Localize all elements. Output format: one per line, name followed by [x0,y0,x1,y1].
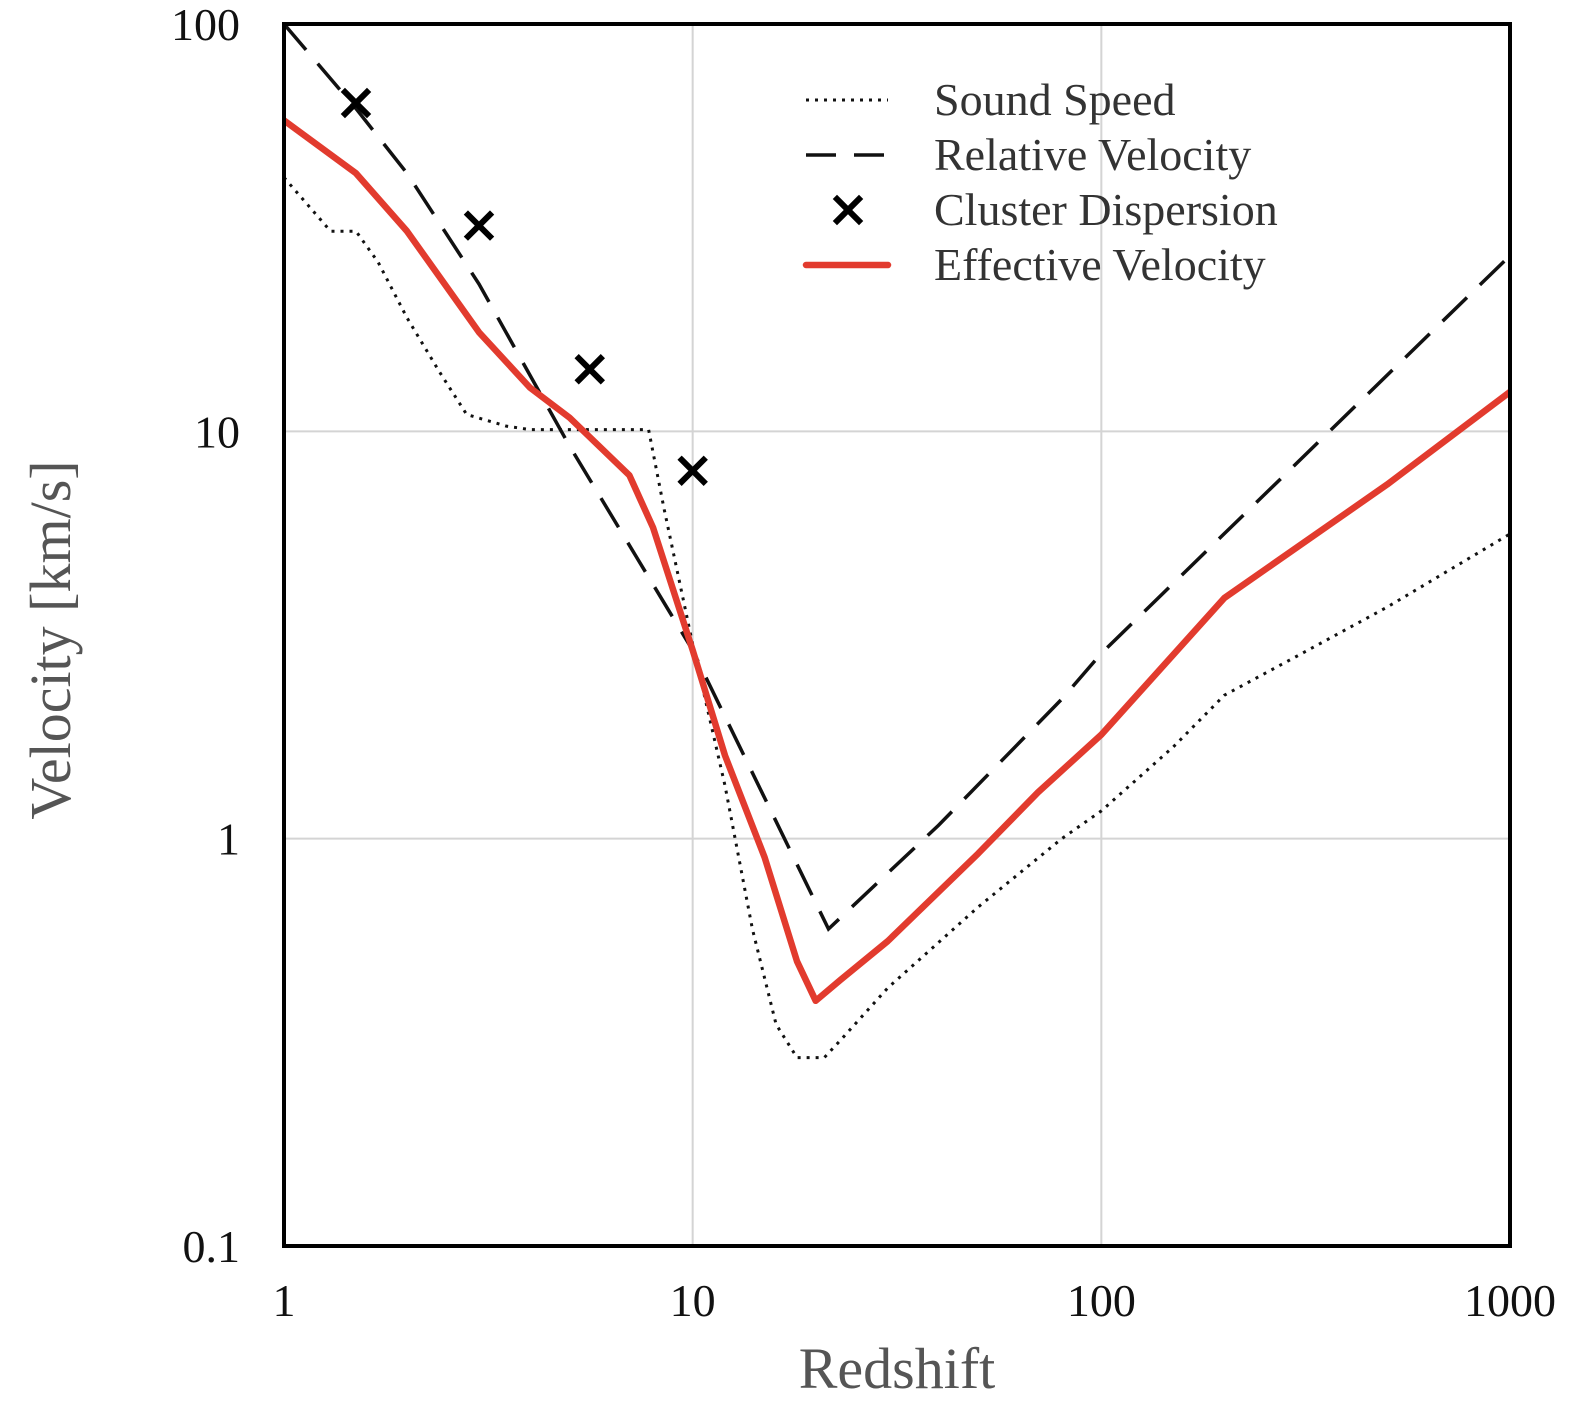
x-tick-label: 100 [1067,1275,1136,1326]
tick-labels: 1 10 100 1000 0.1 1 10 100 [171,0,1556,1326]
grid-lines [284,24,1510,1246]
x-tick-label: 1 [273,1275,296,1326]
x-tick-label: 10 [670,1275,716,1326]
cluster-dispersion-point [574,354,606,385]
legend-swatch [832,194,864,226]
y-tick-label: 10 [194,406,240,457]
y-tick-label: 1 [217,814,240,865]
relative-velocity-line [284,24,1510,932]
cluster-dispersion-point [677,455,708,487]
legend-item-relative-velocity: Relative Velocity [806,129,1251,180]
series-layer [284,24,1510,1060]
legend-label: Sound Speed [934,74,1176,125]
legend-item-sound-speed: Sound Speed [806,74,1176,125]
effective-velocity-line [284,117,1510,1005]
y-tick-label: 0.1 [183,1221,241,1272]
y-axis-title: Velocity [km/s] [18,460,83,819]
cluster-dispersion-point [463,210,495,241]
legend-label: Cluster Dispersion [934,184,1278,235]
cluster-dispersion-point [340,87,372,119]
x-axis-title: Redshift [799,1336,996,1401]
y-tick-label: 100 [171,0,240,50]
legend-item-effective-velocity: Effective Velocity [802,239,1266,290]
legend-label: Effective Velocity [934,239,1266,290]
plot-frame [282,22,1512,1248]
legend-label: Relative Velocity [934,129,1251,180]
sound-speed-line [284,176,1510,1060]
x-tick-label: 1000 [1464,1275,1556,1326]
legend-item-cluster-dispersion: Cluster Dispersion [832,184,1278,235]
